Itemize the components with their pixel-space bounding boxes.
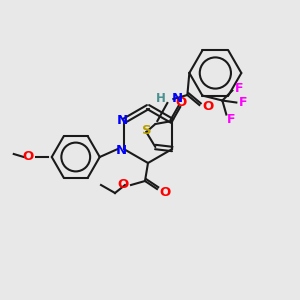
Text: O: O bbox=[202, 100, 214, 113]
Text: N: N bbox=[117, 113, 128, 127]
Text: O: O bbox=[176, 97, 187, 110]
Text: N: N bbox=[116, 143, 127, 157]
Text: O: O bbox=[159, 185, 170, 199]
Text: N: N bbox=[171, 92, 182, 104]
Text: O: O bbox=[22, 151, 34, 164]
Text: F: F bbox=[227, 113, 236, 126]
Text: F: F bbox=[239, 96, 248, 109]
Text: O: O bbox=[118, 178, 129, 190]
Text: F: F bbox=[235, 82, 244, 95]
Text: S: S bbox=[142, 124, 152, 137]
Text: H: H bbox=[155, 92, 165, 104]
